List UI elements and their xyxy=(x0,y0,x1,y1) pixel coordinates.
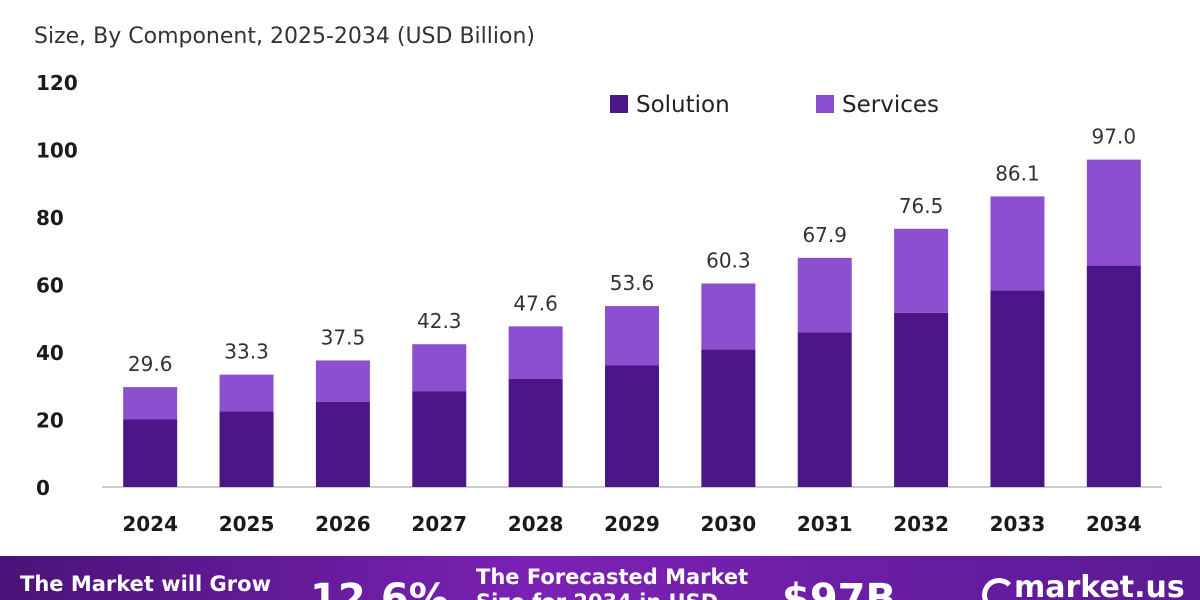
footer-cagr-value: 12.6% xyxy=(310,576,449,600)
x-tick-label: 2026 xyxy=(315,512,371,536)
x-tick-label: 2032 xyxy=(893,512,949,536)
legend-label-services: Services xyxy=(842,92,939,118)
bar-solution-2029 xyxy=(605,365,659,487)
bar-services-2031 xyxy=(797,257,852,333)
footer-banner: The Market will Grow 12.6% The Forecaste… xyxy=(0,556,1200,600)
bar-solution-2026 xyxy=(315,401,370,487)
bar-services-2032 xyxy=(894,228,949,313)
bar-services-2033 xyxy=(990,196,1045,291)
footer-forecast-label-2: Size for 2034 in USD xyxy=(476,590,718,600)
bar-solution-2028 xyxy=(508,379,563,487)
bar-solution-2032 xyxy=(894,312,949,487)
data-label-total: 29.6 xyxy=(128,352,173,376)
data-label-total: 33.3 xyxy=(224,340,269,364)
bar-solution-2024 xyxy=(123,419,178,487)
data-label-total: 53.6 xyxy=(610,271,655,295)
footer-forecast-value: $97B xyxy=(782,576,896,600)
y-tick-label: 60 xyxy=(36,274,64,298)
bar-services-2029 xyxy=(605,306,659,366)
chart-area: Size, By Component, 2025-2034 (USD Billi… xyxy=(28,0,1162,536)
legend-label-solution: Solution xyxy=(636,92,730,118)
y-tick-label: 0 xyxy=(36,476,50,500)
x-tick-label: 2033 xyxy=(990,512,1046,536)
data-label-total: 86.1 xyxy=(995,161,1040,185)
chart-title-cropped xyxy=(28,0,718,6)
x-tick-label: 2024 xyxy=(122,512,178,536)
y-tick-label: 120 xyxy=(36,71,78,95)
data-label-total: 37.5 xyxy=(321,325,366,349)
bar-services-2026 xyxy=(315,360,370,402)
y-tick-label: 40 xyxy=(36,341,64,365)
x-tick-label: 2028 xyxy=(508,512,564,536)
data-label-total: 47.6 xyxy=(513,291,558,315)
legend-swatch-services xyxy=(816,95,834,113)
x-tick-label: 2030 xyxy=(701,512,757,536)
data-label-total: 67.9 xyxy=(802,223,847,247)
chart-subtitle: Size, By Component, 2025-2034 (USD Billi… xyxy=(34,24,535,49)
bar-solution-2027 xyxy=(412,391,467,487)
bar-services-2025 xyxy=(219,374,274,412)
footer-forecast-label: The Forecasted Market xyxy=(476,565,749,589)
brand-logo-icon xyxy=(982,578,1016,600)
bar-solution-2034 xyxy=(1086,265,1141,487)
x-tick-label: 2025 xyxy=(219,512,275,536)
bar-services-2030 xyxy=(701,283,756,350)
legend-swatch-solution xyxy=(610,95,628,113)
y-tick-label: 80 xyxy=(36,206,64,230)
bar-services-2028 xyxy=(508,326,563,379)
bar-solution-2031 xyxy=(797,332,852,487)
bar-services-2034 xyxy=(1086,159,1141,266)
bar-solution-2033 xyxy=(990,290,1045,487)
footer-grow-label: The Market will Grow xyxy=(20,572,271,596)
bar-services-2027 xyxy=(412,344,467,392)
x-tick-label: 2029 xyxy=(604,512,660,536)
data-label-total: 60.3 xyxy=(706,248,751,272)
y-tick-label: 20 xyxy=(36,409,64,433)
data-label-total: 76.5 xyxy=(899,194,944,218)
bar-solution-2030 xyxy=(701,349,756,487)
brand-name: market.us xyxy=(1014,570,1185,600)
bar-services-2024 xyxy=(123,387,178,420)
x-tick-label: 2034 xyxy=(1086,512,1142,536)
x-tick-label: 2027 xyxy=(411,512,467,536)
bar-solution-2025 xyxy=(219,411,274,487)
data-label-total: 42.3 xyxy=(417,309,462,333)
stacked-bar-chart: 0 20 40 60 80 100 120 29.6 2024 33.3 2025 37.5 2026 4… xyxy=(36,71,1162,536)
y-tick-label: 100 xyxy=(36,139,78,163)
x-tick-label: 2031 xyxy=(797,512,853,536)
data-label-total: 97.0 xyxy=(1092,125,1137,149)
